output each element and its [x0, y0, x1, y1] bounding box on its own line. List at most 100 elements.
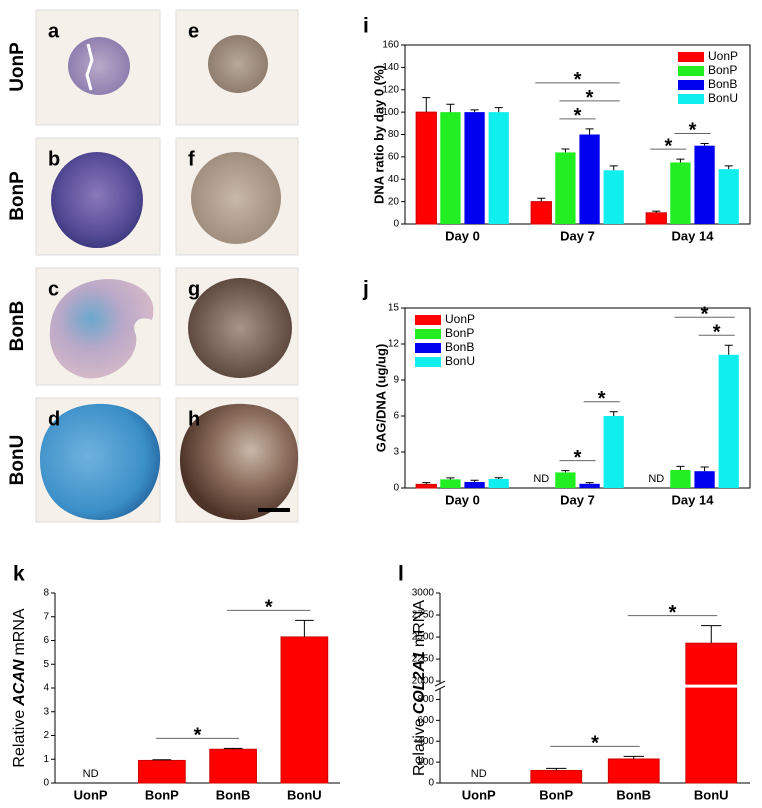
tissue — [188, 278, 292, 378]
y-tick-label: 600 — [417, 715, 434, 726]
bar — [280, 636, 329, 784]
y-axis-label-part: ACAN — [11, 659, 28, 707]
bar — [718, 169, 739, 224]
significance-label: * — [194, 725, 202, 747]
panel-label: g — [188, 278, 200, 300]
legend-swatch — [678, 66, 704, 76]
legend-swatch — [678, 80, 704, 90]
legend-swatch — [415, 343, 441, 353]
y-axis-label-part: mRNA — [411, 600, 428, 647]
y-axis-label: Relative ACAN mRNA — [11, 608, 28, 767]
legend-label: BonB — [445, 340, 474, 354]
y-tick-label: 3000 — [412, 588, 435, 599]
y-axis-label-part: Relative — [411, 718, 428, 776]
y-tick-label: 20 — [388, 196, 400, 207]
y-tick-label: 9 — [393, 375, 399, 386]
error-bar — [585, 128, 594, 135]
error-bar — [676, 158, 685, 163]
bar — [555, 152, 576, 224]
error-bar — [295, 619, 314, 637]
error-bar — [561, 148, 570, 153]
error-bar — [470, 109, 479, 113]
y-axis-label: GAG/DNA (ug/ug) — [373, 344, 388, 453]
break-gap — [684, 684, 738, 688]
y-tick-label: 120 — [382, 84, 399, 95]
significance-label: * — [689, 120, 697, 142]
y-tick-label: 6 — [393, 411, 399, 422]
y-axis-label-part: Relative — [11, 710, 28, 768]
y-tick-label: 2500 — [412, 632, 435, 643]
bar — [685, 642, 738, 784]
error-bar — [623, 755, 644, 759]
significance-label: * — [574, 69, 582, 91]
y-axis-label-part: mRNA — [11, 608, 28, 655]
y-tick-label: 3 — [393, 447, 399, 458]
y-axis-label-part: COL2A1 — [411, 651, 428, 714]
y-tick-label: 12 — [388, 339, 400, 350]
error-bar — [494, 477, 503, 479]
bar — [464, 482, 485, 488]
y-tick-label: 2750 — [412, 610, 435, 621]
x-tick-label: BonB — [216, 787, 251, 802]
bar — [603, 170, 624, 224]
bar — [530, 769, 583, 784]
x-tick-label: BonB — [616, 787, 651, 802]
error-bar — [585, 482, 594, 484]
value-label: ND — [533, 473, 549, 485]
error-bar — [446, 477, 455, 480]
panel-label: k — [13, 563, 25, 586]
error-bar — [422, 97, 431, 113]
error-bar — [652, 210, 661, 213]
legend-swatch — [678, 52, 704, 62]
y-tick-label: 160 — [382, 40, 399, 51]
significance-label: * — [574, 105, 582, 127]
x-tick-label: UonP — [462, 787, 496, 802]
x-tick-label: Day 0 — [445, 492, 480, 507]
legend-label: BonB — [708, 77, 737, 91]
y-tick-label: 1 — [43, 754, 49, 765]
bar — [555, 472, 576, 488]
error-bar — [701, 625, 722, 644]
error-bar — [537, 197, 546, 202]
bar — [718, 354, 739, 488]
panel-label: b — [48, 148, 60, 170]
panel-label: f — [188, 148, 195, 170]
panel-label: h — [188, 408, 200, 430]
x-tick-label: Day 7 — [560, 228, 595, 243]
tissue — [191, 152, 281, 244]
panel-label: i — [363, 15, 369, 38]
y-tick-label: 140 — [382, 62, 399, 73]
error-bar — [446, 103, 455, 113]
error-bar — [422, 482, 431, 485]
plot-frame — [404, 307, 751, 489]
y-tick-label: 15 — [388, 303, 400, 314]
row-label: BonB — [7, 301, 28, 352]
bar — [138, 759, 186, 784]
panel-label: d — [48, 408, 60, 430]
chart: j 0 3 6 9 12 15 GAG/DNA (ug/ug) Day 0 Day 7 Day 14… — [362, 278, 751, 507]
error-bar — [152, 759, 172, 761]
chart: k 0 1 2 3 4 5 6 7 8 Relative ACAN mRNA UonP BonP BonB Bo… — [11, 563, 340, 802]
y-tick-label: 0 — [393, 483, 399, 494]
significance-label: * — [586, 87, 594, 109]
x-tick-label: Day 0 — [445, 228, 480, 243]
bar — [415, 111, 437, 225]
error-bar — [546, 767, 567, 771]
error-bar — [724, 165, 733, 170]
y-tick-label: 5 — [43, 659, 49, 670]
error-bar — [676, 465, 685, 470]
x-tick-label: BonP — [145, 787, 179, 802]
y-tick-label: 40 — [388, 174, 400, 185]
tissue — [68, 37, 130, 95]
bar — [440, 479, 461, 488]
x-tick-label: Day 14 — [672, 492, 715, 507]
y-tick-label: 0 — [428, 778, 434, 789]
bar — [488, 112, 509, 224]
legend-label: BonU — [445, 354, 475, 368]
bar — [603, 416, 624, 488]
y-tick-label: 0 — [43, 778, 49, 789]
bar — [209, 748, 257, 784]
bar — [530, 201, 552, 225]
bar — [694, 471, 715, 488]
bar — [579, 134, 600, 224]
